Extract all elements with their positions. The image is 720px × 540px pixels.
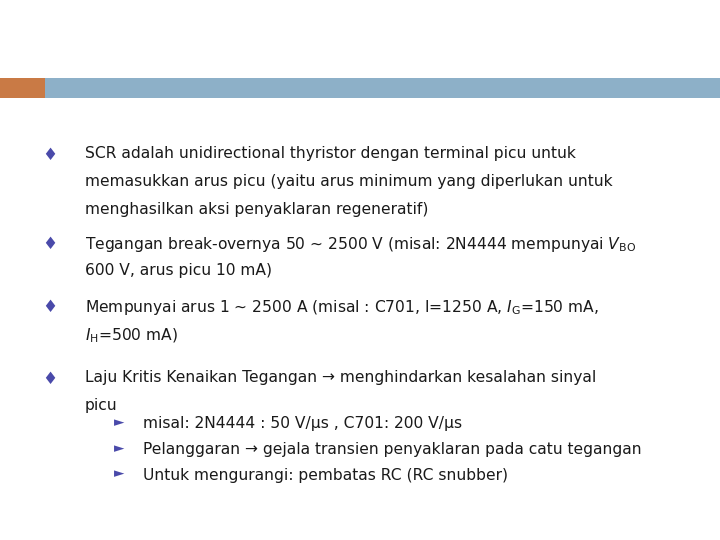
Text: misal: 2N4444 : 50 V/μs , C701: 200 V/μs: misal: 2N4444 : 50 V/μs , C701: 200 V/μs [143, 416, 462, 431]
Text: picu: picu [85, 398, 117, 413]
Text: ►: ► [114, 468, 124, 481]
Bar [0, 78, 45, 98]
Text: SCR adalah unidirectional thyristor dengan terminal picu untuk: SCR adalah unidirectional thyristor deng… [85, 146, 576, 161]
Text: Laju Kritis Kenaikan Tegangan → menghindarkan kesalahan sinyal: Laju Kritis Kenaikan Tegangan → menghind… [85, 370, 596, 385]
Text: memasukkan arus picu (yaitu arus minimum yang diperlukan untuk: memasukkan arus picu (yaitu arus minimum… [85, 174, 613, 189]
Text: Pelanggaran → gejala transien penyaklaran pada catu tegangan: Pelanggaran → gejala transien penyaklara… [143, 442, 642, 457]
Text: Untuk mengurangi: pembatas RC (RC snubber): Untuk mengurangi: pembatas RC (RC snubbe… [143, 468, 508, 483]
Text: ►: ► [114, 442, 124, 455]
Text: ♦: ♦ [42, 146, 57, 164]
Text: ♦: ♦ [42, 370, 57, 388]
Text: ♦: ♦ [42, 235, 57, 253]
Text: menghasilkan aksi penyaklaran regeneratif): menghasilkan aksi penyaklaran regenerati… [85, 202, 428, 217]
Text: Mempunyai arus 1 ~ 2500 A (misal : C701, I=1250 A, $I_{\mathregular{G}}$=150 mA,: Mempunyai arus 1 ~ 2500 A (misal : C701,… [85, 298, 599, 317]
Text: 600 V, arus picu 10 mA): 600 V, arus picu 10 mA) [85, 263, 272, 278]
Text: ►: ► [114, 416, 124, 429]
Bar [0, 78, 720, 98]
Text: ♦: ♦ [42, 298, 57, 316]
Text: Tegangan break-overnya 50 ~ 2500 V (misal: 2N4444 mempunyai $V_{\mathregular{BO}: Tegangan break-overnya 50 ~ 2500 V (misa… [85, 235, 636, 254]
Text: $I_{\mathregular{H}}$=500 mA): $I_{\mathregular{H}}$=500 mA) [85, 326, 178, 345]
